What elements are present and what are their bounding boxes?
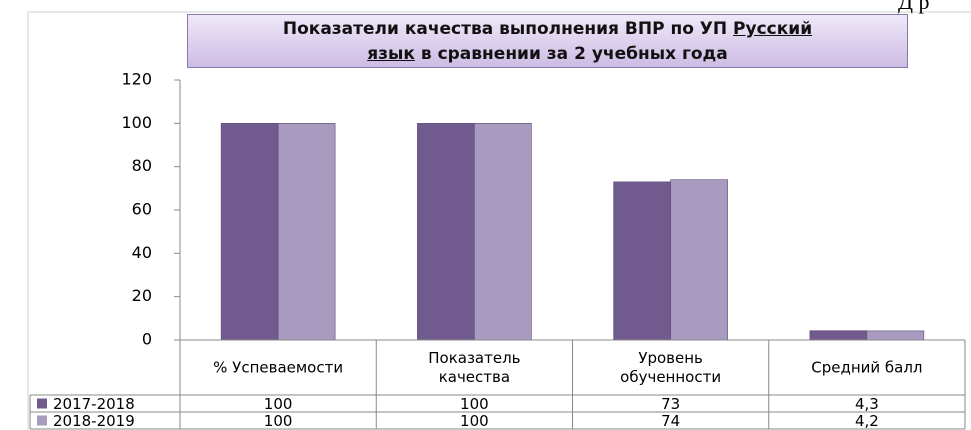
bar — [866, 330, 925, 341]
x-tick-label: % Успеваемости — [213, 358, 343, 376]
bar — [474, 123, 532, 341]
bar — [417, 123, 475, 341]
title-segment: Показатели качества выполнения ВПР по УП — [282, 19, 734, 39]
title-line: Показатели качества выполнения ВПР по УП… — [188, 17, 907, 42]
x-tick-label-line: Средний балл — [811, 358, 922, 376]
chart-frame — [27, 11, 971, 430]
x-tick-label-line: Уровень — [638, 349, 703, 367]
legend-swatch — [37, 398, 47, 409]
y-tick-label: 60 — [132, 200, 152, 219]
y-tick-label: 0 — [142, 330, 152, 349]
bar — [220, 123, 279, 341]
x-tick-label-line: % Успеваемости — [213, 358, 343, 376]
x-tick-label: Показатель качества — [428, 349, 520, 386]
title-segment: Русский — [733, 19, 813, 39]
table-value: 100 — [460, 395, 489, 413]
y-tick-label: 20 — [132, 286, 152, 305]
title-segment: в сравнении за 2 учебных года — [414, 44, 728, 64]
title-segment: язык — [367, 44, 415, 64]
x-tick-label-line: качества — [439, 368, 510, 386]
y-tick-label: 80 — [132, 156, 152, 175]
bar — [809, 330, 868, 341]
table-value: 100 — [460, 412, 489, 430]
x-tick-label-line: Показатель — [428, 349, 520, 367]
title-line: язык в сравнении за 2 учебных года — [188, 42, 907, 67]
x-tick-label: Уровень обученности — [620, 349, 721, 386]
legend-label: 2017-2018 — [53, 395, 135, 413]
legend-swatch — [37, 415, 47, 426]
legend-label: 2018-2019 — [53, 412, 135, 430]
x-tick-label: Средний балл — [811, 358, 922, 376]
table-value: 73 — [661, 395, 680, 413]
table-value: 4,3 — [855, 395, 879, 413]
table-value: 100 — [264, 412, 293, 430]
bar — [613, 181, 671, 341]
y-tick-label: 120 — [121, 70, 152, 89]
chart-title: Показатели качества выполнения ВПР по УП… — [187, 14, 908, 68]
bar — [670, 179, 728, 341]
x-tick-label-line: обученности — [620, 368, 721, 386]
y-tick-label: 40 — [132, 243, 152, 262]
y-tick-label: 100 — [121, 113, 152, 132]
table-value: 74 — [661, 412, 680, 430]
annotation: Д р — [898, 0, 930, 14]
bar — [277, 123, 336, 341]
table-value: 4,2 — [855, 412, 879, 430]
table-value: 100 — [264, 395, 293, 413]
